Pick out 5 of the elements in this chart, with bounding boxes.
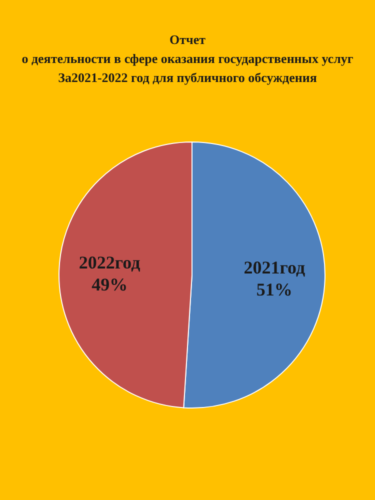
- data-label: 49%: [92, 274, 128, 294]
- slice-label: 2022год: [78, 252, 140, 272]
- slice-label: 2021год: [244, 258, 306, 278]
- data-label: 51%: [256, 280, 292, 300]
- chart-title: Отчет о деятельности в сфере оказания государственных услуг За2021-2022 год для публичного обсуждения: [20, 31, 354, 87]
